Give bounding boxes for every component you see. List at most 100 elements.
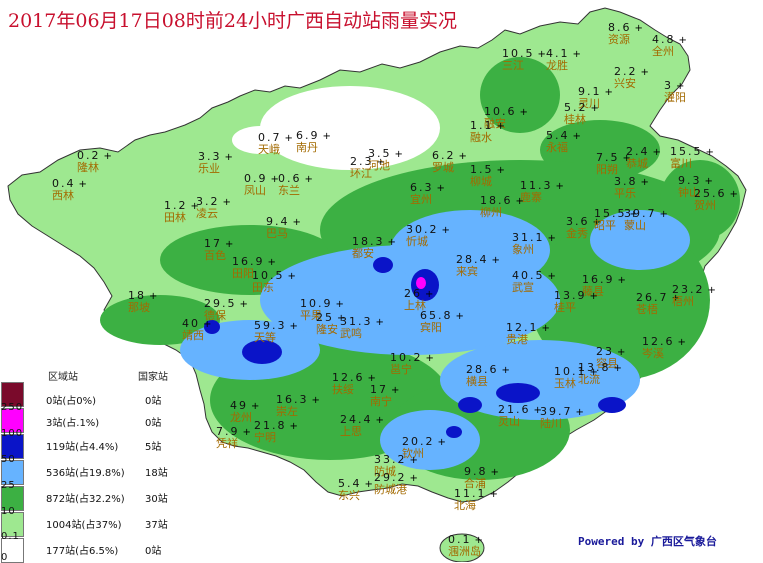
station: 3.5 + 河池 bbox=[368, 147, 403, 172]
station-marker-icon: + bbox=[367, 373, 376, 384]
legend-swatch-01-10 bbox=[1, 512, 24, 537]
station: 2.3 + 环江 bbox=[350, 155, 385, 180]
station-marker-icon: + bbox=[242, 427, 251, 438]
station: 33.2 + 防城 bbox=[374, 453, 418, 478]
station-marker-icon: + bbox=[659, 209, 668, 220]
station: 21.6 + 灵山 bbox=[498, 403, 542, 428]
station: 3.6 + 金秀 bbox=[566, 215, 601, 240]
station-marker-icon: + bbox=[541, 323, 550, 334]
station: 6.2 + 罗城 bbox=[432, 149, 467, 174]
station-marker-icon: + bbox=[287, 271, 296, 282]
station: 5.4 + 永福 bbox=[546, 129, 581, 154]
station: 29.5 + 德保 bbox=[204, 297, 248, 322]
station-marker-icon: + bbox=[589, 367, 598, 378]
station-marker-icon: + bbox=[555, 181, 564, 192]
station: 25.6 + 贺州 bbox=[694, 187, 738, 212]
legend-threshold: 50 bbox=[1, 454, 16, 465]
station-marker-icon: + bbox=[437, 437, 446, 448]
station-marker-icon: + bbox=[572, 49, 581, 60]
rain-class-100-250 bbox=[416, 277, 426, 289]
legend-count: 177站(占6.5%) bbox=[46, 546, 119, 557]
station-marker-icon: + bbox=[592, 217, 601, 228]
legend-swatch-100-250 bbox=[1, 408, 24, 433]
legend-threshold: 0 bbox=[1, 552, 9, 563]
station-marker-icon: + bbox=[491, 255, 500, 266]
station: 1.1 + 融水 bbox=[470, 119, 505, 144]
station-marker-icon: + bbox=[387, 237, 396, 248]
station: 28.4 + 来宾 bbox=[456, 253, 500, 278]
station: 10.2 + 邕宁 bbox=[390, 351, 434, 376]
station-marker-icon: + bbox=[490, 467, 499, 478]
station-marker-icon: + bbox=[617, 347, 626, 358]
station-marker-icon: + bbox=[149, 291, 158, 302]
station-marker-icon: + bbox=[590, 103, 599, 114]
station-marker-icon: + bbox=[604, 87, 613, 98]
station: 10.5 + 田东 bbox=[252, 269, 296, 294]
legend: 区域站 国家站 250 100 50 25 10 0.1 0 0站(占0%) 3… bbox=[0, 368, 200, 563]
station: 39.7 + 蒙山 bbox=[624, 207, 668, 232]
station: 18.6 + 柳州 bbox=[480, 194, 524, 219]
legend-threshold: 100 bbox=[1, 428, 24, 439]
station: 3.3 + 乐业 bbox=[198, 150, 233, 175]
station: 16.9 + 藤县 bbox=[582, 273, 626, 298]
station: 4.1 + 龙胜 bbox=[546, 47, 581, 72]
station-marker-icon: + bbox=[364, 479, 373, 490]
station-marker-icon: + bbox=[519, 107, 528, 118]
station-marker-icon: + bbox=[376, 157, 385, 168]
legend-swatch-50-100 bbox=[1, 434, 24, 459]
station: 0.2 + 隆林 bbox=[77, 149, 112, 174]
station-marker-icon: + bbox=[375, 415, 384, 426]
station-marker-icon: + bbox=[704, 176, 713, 187]
legend-threshold: 25 bbox=[1, 480, 16, 491]
station: 40 + 靖西 bbox=[182, 317, 212, 342]
station: 31.3 + 武鸣 bbox=[340, 315, 384, 340]
station: 11.1 + 北海 bbox=[454, 487, 498, 512]
weizhou-island bbox=[439, 533, 485, 562]
station-marker-icon: + bbox=[292, 217, 301, 228]
station-marker-icon: + bbox=[474, 535, 483, 546]
station: 15.5 + 富川 bbox=[670, 145, 714, 170]
station: 7.9 + 凭祥 bbox=[216, 425, 251, 450]
station: 3.8 + 平乐 bbox=[614, 175, 649, 200]
station-marker-icon: + bbox=[613, 363, 622, 374]
legend-national-count: 18站 bbox=[145, 468, 168, 479]
station: 10.5 + 三江 bbox=[502, 47, 546, 72]
legend-count: 872站(占32.2%) bbox=[46, 494, 125, 505]
station-marker-icon: + bbox=[222, 197, 231, 208]
station-marker-icon: + bbox=[425, 289, 434, 300]
station: 3 + 灌阳 bbox=[664, 79, 686, 104]
credit-text: Powered by 广西区气象台 bbox=[578, 535, 717, 548]
station-marker-icon: + bbox=[251, 401, 260, 412]
legend-threshold: 10 bbox=[1, 506, 16, 517]
station-marker-icon: + bbox=[409, 455, 418, 466]
legend-national-count: 37站 bbox=[145, 520, 168, 531]
legend-count: 1004站(占37%) bbox=[46, 520, 122, 531]
station: 29.2 + 防城港 bbox=[374, 471, 418, 496]
station-marker-icon: + bbox=[436, 183, 445, 194]
legend-count: 3站(占.1%) bbox=[46, 418, 100, 429]
station: 15.5 + 昭平 bbox=[594, 207, 638, 232]
station: 7.5 + 阳朔 bbox=[596, 151, 631, 176]
legend-national-count: 5站 bbox=[145, 442, 162, 453]
rain-class-lt01 bbox=[232, 86, 440, 170]
map-title: 2017年06月17日08时前24小时广西自动站雨量实况 bbox=[8, 10, 458, 32]
legend-count: 536站(占19.8%) bbox=[46, 468, 125, 479]
station: 9.1 + 灵川 bbox=[578, 85, 613, 110]
station: 23 + 容县 bbox=[596, 345, 626, 370]
station: 21.8 + 宁明 bbox=[254, 419, 298, 444]
station: 25 + 隆安 bbox=[316, 311, 346, 336]
station-marker-icon: + bbox=[705, 147, 714, 158]
station: 12.1 + 贵港 bbox=[506, 321, 550, 346]
station-marker-icon: + bbox=[676, 81, 685, 92]
station-marker-icon: + bbox=[652, 147, 661, 158]
station-marker-icon: + bbox=[455, 311, 464, 322]
station: 0.9 + 凤山 bbox=[244, 172, 279, 197]
station: 40.5 + 武宣 bbox=[512, 269, 556, 294]
legend-header-regional: 区域站 bbox=[48, 372, 78, 383]
station-marker-icon: + bbox=[489, 489, 498, 500]
station: 0.4 + 西林 bbox=[52, 177, 87, 202]
station: 9.8 + 合浦 bbox=[464, 465, 499, 490]
station: 6.9 + 南丹 bbox=[296, 129, 331, 154]
station-marker-icon: + bbox=[225, 239, 234, 250]
